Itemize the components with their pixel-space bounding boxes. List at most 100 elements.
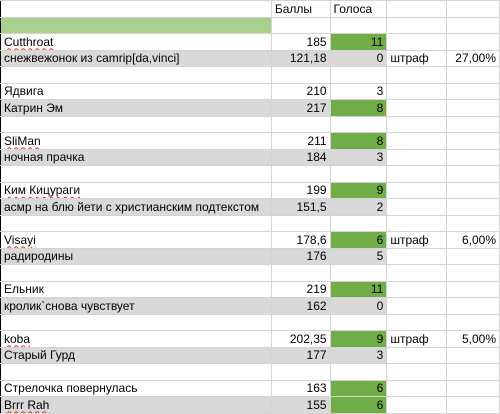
participant-name[interactable]: Катрин Эм <box>0 99 272 117</box>
cell-blank[interactable] <box>270 214 331 232</box>
cell-blank[interactable] <box>0 0 272 18</box>
cell-blank[interactable] <box>329 313 388 331</box>
cell-blank[interactable] <box>329 363 388 381</box>
participant-name[interactable]: Ядвига <box>0 82 272 100</box>
cell-blank[interactable] <box>446 363 500 381</box>
points-cell[interactable]: 178,6 <box>270 231 331 249</box>
points-cell[interactable]: 163 <box>270 379 331 397</box>
percent-cell[interactable] <box>446 247 500 265</box>
participant-name[interactable]: SliMan <box>0 132 272 150</box>
votes-cell[interactable]: 6 <box>329 396 388 414</box>
percent-cell[interactable] <box>446 346 500 364</box>
votes-cell[interactable]: 11 <box>329 33 388 51</box>
note-cell[interactable] <box>386 379 448 397</box>
note-cell[interactable] <box>386 346 448 364</box>
cell-blank[interactable] <box>270 66 331 84</box>
points-cell[interactable]: 210 <box>270 82 331 100</box>
points-cell[interactable]: 177 <box>270 346 331 364</box>
percent-cell[interactable] <box>446 379 500 397</box>
cell-blank[interactable] <box>0 66 272 84</box>
note-cell[interactable] <box>386 198 448 216</box>
percent-cell[interactable]: 27,00% <box>446 49 500 67</box>
cell-blank[interactable] <box>0 363 272 381</box>
points-cell[interactable]: 151,5 <box>270 198 331 216</box>
cell-blank[interactable] <box>446 66 500 84</box>
votes-cell[interactable]: 8 <box>329 99 388 117</box>
cell-blank[interactable] <box>0 16 272 34</box>
points-cell[interactable]: 185 <box>270 33 331 51</box>
note-cell[interactable] <box>386 396 448 414</box>
votes-cell[interactable]: 0 <box>329 297 388 315</box>
percent-cell[interactable] <box>446 198 500 216</box>
votes-cell[interactable]: 3 <box>329 148 388 166</box>
column-header-points[interactable]: Баллы <box>270 0 331 18</box>
percent-cell[interactable]: 6,00% <box>446 231 500 249</box>
cell-blank[interactable] <box>386 313 448 331</box>
column-header-votes[interactable]: Голоса <box>329 0 388 18</box>
cell-blank[interactable] <box>270 363 331 381</box>
note-cell[interactable]: штраф <box>386 330 448 348</box>
participant-name[interactable]: Brrr Rah <box>0 396 272 414</box>
participant-name[interactable]: koba <box>0 330 272 348</box>
percent-cell[interactable] <box>446 181 500 199</box>
cell-blank[interactable] <box>0 165 272 183</box>
percent-cell[interactable] <box>446 99 500 117</box>
cell-blank[interactable] <box>386 66 448 84</box>
percent-cell[interactable] <box>446 148 500 166</box>
note-cell[interactable] <box>386 132 448 150</box>
points-cell[interactable]: 217 <box>270 99 331 117</box>
participant-name[interactable]: асмр на блю йети с христианским подтекст… <box>0 198 272 216</box>
percent-cell[interactable]: 5,00% <box>446 330 500 348</box>
cell-blank[interactable] <box>446 0 500 18</box>
participant-name[interactable]: ночная прачка <box>0 148 272 166</box>
participant-name[interactable]: Ельник <box>0 280 272 298</box>
cell-blank[interactable] <box>0 214 272 232</box>
cell-blank[interactable] <box>386 264 448 282</box>
note-cell[interactable]: штраф <box>386 231 448 249</box>
cell-blank[interactable] <box>329 165 388 183</box>
note-cell[interactable] <box>386 181 448 199</box>
cell-blank[interactable] <box>386 363 448 381</box>
cell-blank[interactable] <box>446 165 500 183</box>
cell-blank[interactable] <box>446 16 500 34</box>
cell-blank[interactable] <box>329 264 388 282</box>
votes-cell[interactable]: 6 <box>329 379 388 397</box>
note-cell[interactable]: штраф <box>386 49 448 67</box>
points-cell[interactable]: 199 <box>270 181 331 199</box>
cell-blank[interactable] <box>446 115 500 133</box>
cell-blank[interactable] <box>0 313 272 331</box>
cell-blank[interactable] <box>329 16 388 34</box>
participant-name[interactable]: Cutthroat <box>0 33 272 51</box>
points-cell[interactable]: 162 <box>270 297 331 315</box>
percent-cell[interactable] <box>446 396 500 414</box>
cell-blank[interactable] <box>386 115 448 133</box>
participant-name[interactable]: Ким Кицураги <box>0 181 272 199</box>
cell-blank[interactable] <box>270 16 331 34</box>
points-cell[interactable]: 155 <box>270 396 331 414</box>
votes-cell[interactable]: 3 <box>329 346 388 364</box>
participant-name[interactable]: снежвежонок из camrip[da,vinci] <box>0 49 272 67</box>
participant-name[interactable]: Visayi <box>0 231 272 249</box>
points-cell[interactable]: 211 <box>270 132 331 150</box>
cell-blank[interactable] <box>386 16 448 34</box>
percent-cell[interactable] <box>446 280 500 298</box>
participant-name[interactable]: радиродины <box>0 247 272 265</box>
note-cell[interactable] <box>386 33 448 51</box>
votes-cell[interactable]: 6 <box>329 231 388 249</box>
points-cell[interactable]: 219 <box>270 280 331 298</box>
cell-blank[interactable] <box>446 313 500 331</box>
cell-blank[interactable] <box>329 66 388 84</box>
votes-cell[interactable]: 3 <box>329 82 388 100</box>
votes-cell[interactable]: 11 <box>329 280 388 298</box>
cell-blank[interactable] <box>329 214 388 232</box>
cell-blank[interactable] <box>446 264 500 282</box>
cell-blank[interactable] <box>386 214 448 232</box>
votes-cell[interactable]: 0 <box>329 49 388 67</box>
cell-blank[interactable] <box>270 313 331 331</box>
points-cell[interactable]: 184 <box>270 148 331 166</box>
note-cell[interactable] <box>386 99 448 117</box>
points-cell[interactable]: 121,18 <box>270 49 331 67</box>
note-cell[interactable] <box>386 247 448 265</box>
note-cell[interactable] <box>386 148 448 166</box>
participant-name[interactable]: кролик`снова чувствует <box>0 297 272 315</box>
